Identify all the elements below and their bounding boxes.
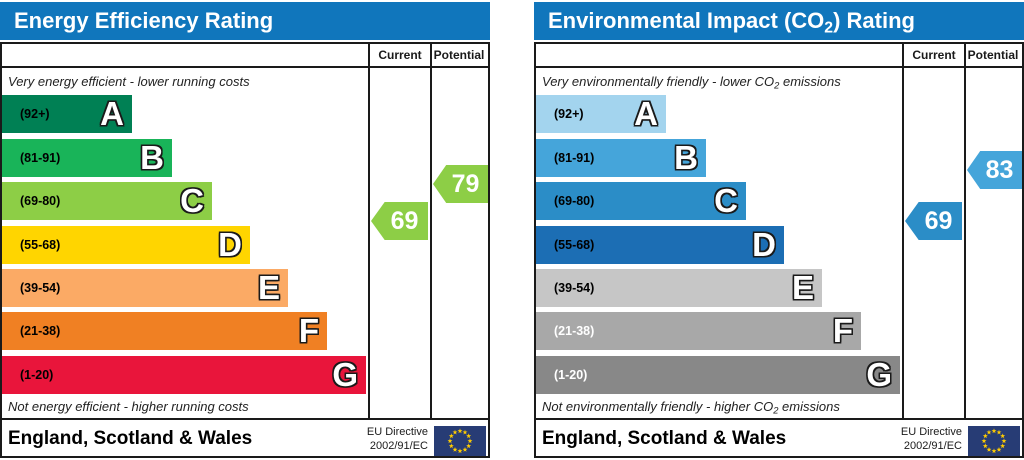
band-letter: A [634, 95, 658, 132]
current-column-header: Current [378, 48, 422, 62]
band-letter: E [257, 269, 280, 306]
band-letter: A [100, 95, 124, 132]
band-range-label: (1-20) [554, 368, 588, 382]
current-column-header: Current [912, 48, 956, 62]
band-range-label: (21-38) [20, 324, 61, 338]
band-range-label: (55-68) [554, 238, 595, 252]
band-c: (69-80) C [536, 182, 746, 220]
footer-divider [0, 418, 490, 420]
chart-frame [0, 42, 490, 458]
band-range-label: (39-54) [20, 281, 61, 295]
band-letter: F [298, 312, 319, 349]
eu-flag-icon [968, 426, 1020, 456]
band-letter: B [140, 139, 164, 176]
band-range-label: (81-91) [20, 151, 61, 165]
footer-divider [534, 418, 1024, 420]
band-range-label: (69-80) [554, 194, 595, 208]
eu-directive-label: EU Directive 2002/91/EC [900, 426, 962, 452]
region-label: England, Scotland & Wales [542, 428, 787, 449]
band-range-label: (1-20) [20, 368, 54, 382]
band-letter: C [714, 182, 738, 219]
bottom-caption: Not energy efficient - higher running co… [8, 399, 249, 414]
top-caption: Very environmentally friendly - lower CO… [542, 74, 841, 91]
band-d: (55-68) D [536, 226, 784, 264]
band-letter: D [218, 226, 242, 263]
energy-efficiency-chart: Energy Efficiency Rating Current Potenti… [0, 0, 490, 460]
column-divider [368, 42, 370, 420]
band-b: (81-91) B [2, 139, 172, 177]
band-e: (39-54) E [536, 269, 822, 307]
band-letter: G [866, 356, 892, 393]
chart-title: Energy Efficiency Rating [0, 2, 490, 40]
band-a: (92+) A [2, 95, 132, 133]
column-divider [964, 42, 966, 420]
band-e: (39-54) E [2, 269, 288, 307]
band-range-label: (69-80) [20, 194, 61, 208]
band-range-label: (92+) [20, 107, 50, 121]
band-range-label: (55-68) [20, 238, 61, 252]
band-d: (55-68) D [2, 226, 250, 264]
band-letter: D [752, 226, 776, 263]
top-caption: Very energy efficient - lower running co… [8, 74, 250, 89]
band-range-label: (81-91) [554, 151, 595, 165]
bottom-caption: Not environmentally friendly - higher CO… [542, 399, 840, 416]
band-letter: B [674, 139, 698, 176]
band-f: (21-38) F [2, 312, 327, 350]
band-range-label: (92+) [554, 107, 584, 121]
current-rating-arrow: 69 [371, 202, 428, 240]
header-divider [534, 66, 1024, 68]
band-b: (81-91) B [536, 139, 706, 177]
band-f: (21-38) F [536, 312, 861, 350]
eu-directive-label: EU Directive 2002/91/EC [366, 426, 428, 452]
chart-frame [534, 42, 1024, 458]
column-divider [430, 42, 432, 420]
potential-column-header: Potential [433, 48, 485, 62]
potential-column-header: Potential [967, 48, 1019, 62]
chart-title: Environmental Impact (CO2) Rating [534, 2, 1024, 40]
current-rating-arrow: 69 [905, 202, 962, 240]
band-letter: G [332, 356, 358, 393]
band-letter: E [791, 269, 814, 306]
potential-rating-arrow: 79 [433, 165, 488, 203]
eu-flag-icon [434, 426, 486, 456]
environmental-impact-chart: Environmental Impact (CO2) Rating Curren… [534, 0, 1024, 460]
potential-rating-arrow: 83 [967, 151, 1022, 189]
band-g: (1-20) G [2, 356, 366, 394]
band-g: (1-20) G [536, 356, 900, 394]
band-letter: C [180, 182, 204, 219]
region-label: England, Scotland & Wales [8, 428, 253, 449]
band-c: (69-80) C [2, 182, 212, 220]
band-range-label: (39-54) [554, 281, 595, 295]
band-range-label: (21-38) [554, 324, 595, 338]
header-divider [0, 66, 490, 68]
band-a: (92+) A [536, 95, 666, 133]
band-letter: F [832, 312, 853, 349]
column-divider [902, 42, 904, 420]
